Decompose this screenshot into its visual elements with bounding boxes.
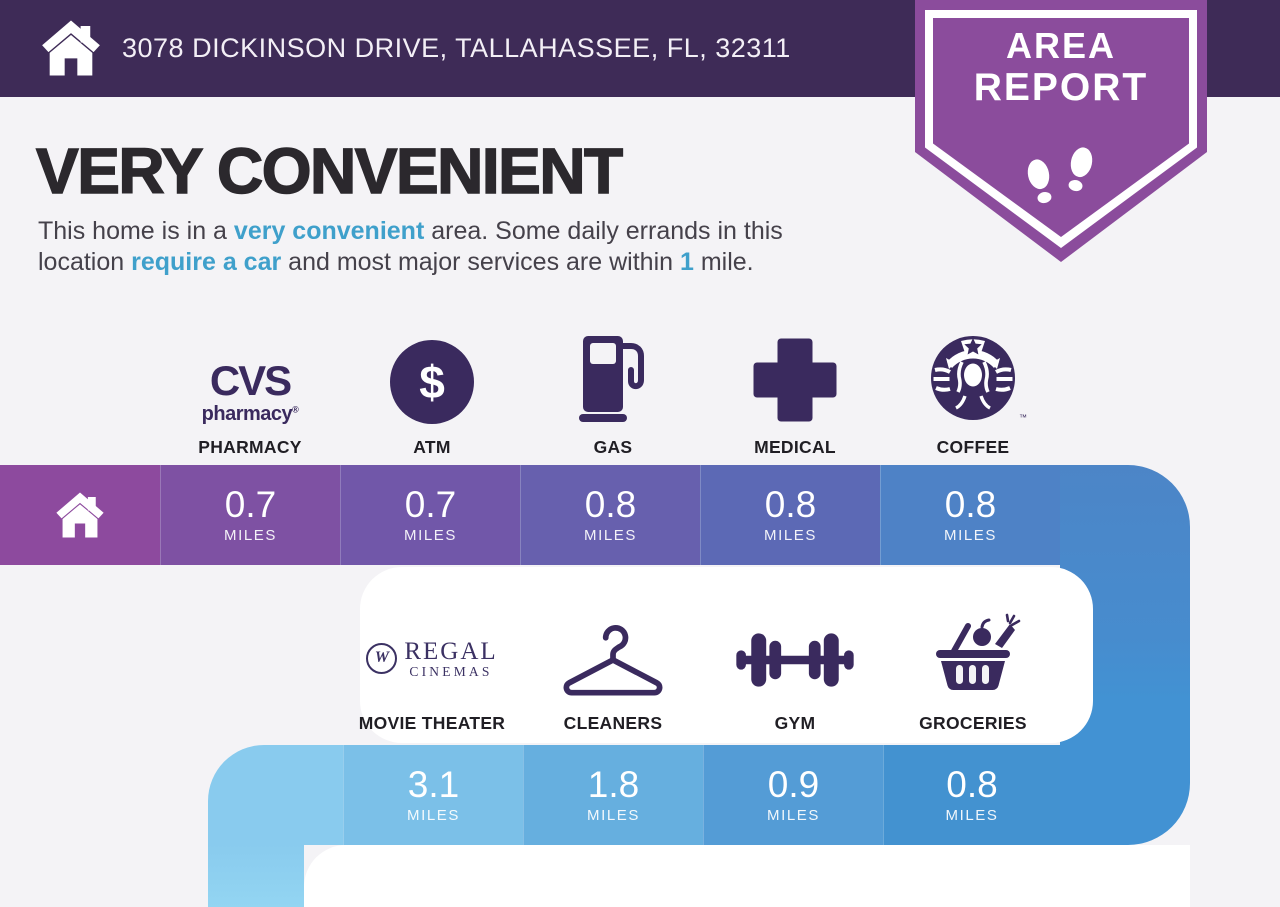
distance-band-row2: 3.1 MILES 1.8 MILES 0.9 MILES 0.8 MILES <box>208 745 1060 845</box>
distance-cell: 0.7 MILES <box>160 465 340 565</box>
distance-cell: 0.9 MILES <box>703 745 883 845</box>
amenity-gym: GYM <box>705 600 885 734</box>
grocery-basket-icon <box>925 600 1021 700</box>
home-icon <box>38 15 104 86</box>
walkability-headline: VERY CONVENIENT <box>35 134 624 208</box>
amenity-label: GAS <box>593 437 633 457</box>
distance-value: 0.8 <box>944 484 997 525</box>
bottom-content-panel <box>304 845 1190 907</box>
distance-unit: MILES <box>586 807 640 824</box>
highlight-very-convenient: very convenient <box>233 217 425 245</box>
distance-value: 0.8 <box>764 484 817 525</box>
dumbbell-icon <box>736 600 854 700</box>
amenity-coffee: ™ COFFEE <box>883 326 1063 458</box>
snake-bottom-descender <box>208 845 304 907</box>
area-report-badge: AREA REPORT <box>915 0 1207 264</box>
dollar-circle-icon: $ <box>390 326 474 424</box>
highlight-one-mile: 1 <box>679 248 694 276</box>
distance-cell: 0.7 MILES <box>340 465 520 565</box>
distance-value: 0.9 <box>767 764 820 805</box>
starbucks-logo: ™ <box>927 326 1027 424</box>
amenity-label: MEDICAL <box>754 437 836 457</box>
amenity-gas: GAS <box>523 326 703 458</box>
distance-unit: MILES <box>943 527 997 544</box>
amenity-atm: $ ATM <box>342 326 522 458</box>
distance-unit: MILES <box>766 807 820 824</box>
distance-unit: MILES <box>403 527 457 544</box>
distance-cell: 0.8 MILES <box>880 465 1060 565</box>
snake-left-turn <box>208 745 343 845</box>
distance-cell: 0.8 MILES <box>700 465 880 565</box>
home-origin-cell <box>0 465 160 565</box>
property-address: 3078 DICKINSON DRIVE, TALLAHASSEE, FL, 3… <box>122 33 791 63</box>
regal-emblem-icon: W <box>366 642 398 674</box>
distance-unit: MILES <box>223 527 277 544</box>
distance-unit: MILES <box>583 527 637 544</box>
amenity-label: GROCERIES <box>919 713 1027 733</box>
description-line2: location require a car and most major se… <box>38 248 754 276</box>
footprints-icon <box>1027 147 1093 204</box>
highlight-require-a-car: require a car <box>131 248 282 276</box>
gas-pump-icon <box>576 326 650 424</box>
amenity-cleaners: CLEANERS <box>523 600 703 734</box>
distance-value: 0.8 <box>584 484 637 525</box>
cvs-pharmacy-logo: CVS pharmacy® <box>201 357 299 425</box>
distance-band-row1: 0.7 MILES 0.7 MILES 0.8 MILES 0.8 MILES … <box>0 465 1060 565</box>
amenity-label: GYM <box>774 713 816 733</box>
amenity-label: CLEANERS <box>563 713 663 733</box>
distance-value: 0.7 <box>404 484 457 525</box>
amenity-label: COFFEE <box>936 437 1010 457</box>
distance-cell: 0.8 MILES <box>520 465 700 565</box>
hanger-icon <box>561 600 665 700</box>
amenity-label: PHARMACY <box>198 437 302 457</box>
distance-value: 3.1 <box>407 764 460 805</box>
amenity-movie-theater: W REGAL CINEMAS MOVIE THEATER <box>342 600 522 734</box>
amenity-label: MOVIE THEATER <box>358 713 506 733</box>
amenity-groceries: GROCERIES <box>883 600 1063 734</box>
distance-unit: MILES <box>406 807 460 824</box>
regal-cinemas-logo: W REGAL CINEMAS <box>366 600 497 700</box>
badge-line1: AREA <box>1006 25 1116 66</box>
distance-cell: 0.8 MILES <box>883 745 1060 845</box>
amenity-pharmacy: CVS pharmacy® PHARMACY <box>160 326 340 458</box>
walkability-description: This home is in a very convenient area. … <box>38 216 783 278</box>
distance-cell: 1.8 MILES <box>523 745 703 845</box>
distance-value: 0.8 <box>946 764 998 805</box>
badge-line2: REPORT <box>974 66 1149 109</box>
description-line1: This home is in a very convenient area. … <box>38 217 783 245</box>
distance-value: 0.7 <box>224 484 277 525</box>
amenity-label: ATM <box>413 437 451 457</box>
distance-value: 1.8 <box>587 764 640 805</box>
trademark-symbol: ™ <box>1019 413 1027 422</box>
distance-unit: MILES <box>945 807 999 824</box>
home-icon <box>56 492 104 538</box>
medical-cross-icon <box>751 326 839 424</box>
distance-cell: 3.1 MILES <box>343 745 523 845</box>
amenity-medical: MEDICAL <box>705 326 885 458</box>
distance-unit: MILES <box>763 527 817 544</box>
